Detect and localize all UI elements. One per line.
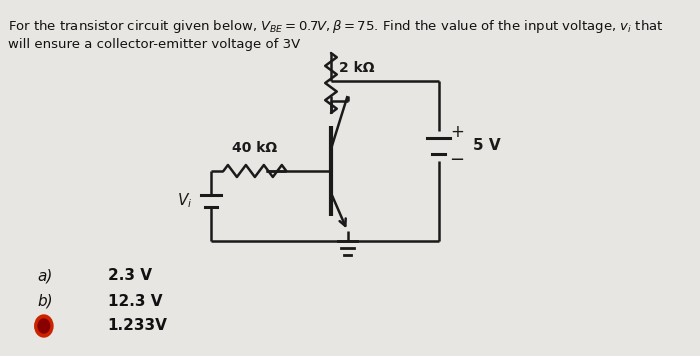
Text: 1.233V: 1.233V [108,319,167,334]
Text: 40 kΩ: 40 kΩ [232,141,277,155]
Text: For the transistor circuit given below, $V_{BE} = 0.7V, \beta = 75$. Find the va: For the transistor circuit given below, … [8,18,664,35]
Text: 12.3 V: 12.3 V [108,293,162,309]
Text: a): a) [37,268,52,283]
Text: $V_i$: $V_i$ [178,192,193,210]
Text: will ensure a collector-emitter voltage of 3V: will ensure a collector-emitter voltage … [8,38,300,51]
Text: 5 V: 5 V [473,138,501,153]
Text: b): b) [37,293,53,309]
Text: 2.3 V: 2.3 V [108,268,152,283]
Text: +: + [450,123,463,141]
Text: 2 kΩ: 2 kΩ [340,61,374,75]
Circle shape [38,319,50,333]
Circle shape [35,315,53,337]
Text: −: − [449,151,464,169]
